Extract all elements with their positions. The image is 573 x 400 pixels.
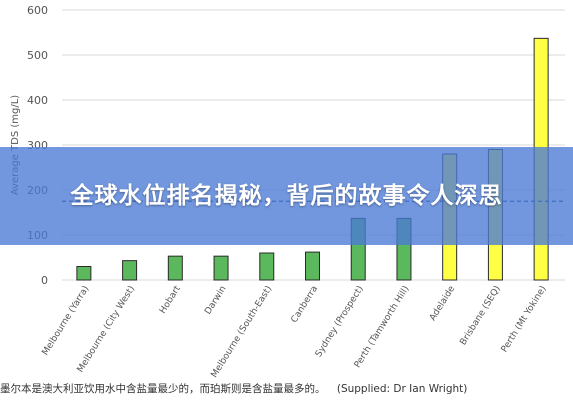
x-tick-label: Darwin [203,284,228,316]
x-tick-label: Canberra [290,284,320,325]
x-tick-label: Hobart [158,284,183,316]
x-tick-label: Melbourne (Yarra) [41,284,92,357]
x-tick-label: Adelaide [428,284,457,323]
y-axis-label: Average TDS (mg/L) [10,95,21,196]
bar [167,255,183,281]
image-caption: 墨尔本是澳大利亚饮用水中含盐量最少的，而珀斯则是含盐量最多的。 (Supplie… [0,381,573,400]
x-tick-label: Brisbane (SEQ) [458,284,502,347]
banner-title: 全球水位排名揭秘，背后的故事令人深思 [70,182,503,209]
y-tick-label: 600 [27,4,48,17]
title-banner: 全球水位排名揭秘，背后的故事令人深思 [0,147,573,245]
bar [305,251,320,281]
x-axis-ticks: Melbourne (Yarra)Melbourne (City West) Ho… [41,284,549,380]
bar [76,266,92,281]
bar [213,255,229,281]
bar [259,252,275,281]
caption-credit: (Supplied: Dr Ian Wright) [336,383,468,395]
x-tick-label: Sydney (Prospect) [314,284,366,359]
y-tick-label: 500 [27,49,48,62]
x-tick-label: Perth (Tamworth Hill) [353,284,412,370]
x-tick-label: Perth (Mt Yokine) [500,284,549,354]
y-tick-label: 0 [41,274,48,287]
caption-text: 墨尔本是澳大利亚饮用水中含盐量最少的，而珀斯则是含盐量最多的。 [0,383,326,395]
bar [122,260,138,281]
y-tick-label: 400 [27,94,48,107]
